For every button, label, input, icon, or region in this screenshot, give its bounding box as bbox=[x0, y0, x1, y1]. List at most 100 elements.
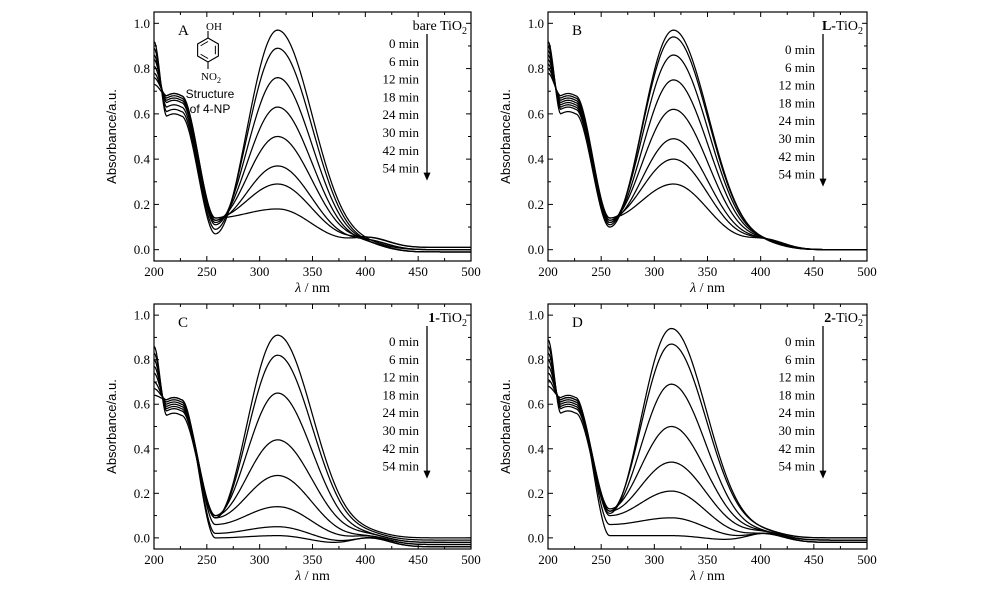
panel-letter: C bbox=[178, 315, 188, 331]
x-tick-label: 450 bbox=[408, 264, 428, 279]
y-axis-label: Absorbance/a.u. bbox=[498, 89, 513, 184]
absorbance-curve bbox=[153, 388, 471, 548]
ring-double-bond bbox=[200, 41, 209, 47]
x-axis-label-unit: / nm bbox=[696, 281, 725, 296]
time-label: 0 min bbox=[389, 334, 419, 349]
x-axis-label-symbol: λ bbox=[689, 569, 696, 584]
x-tick-label: 300 bbox=[645, 264, 665, 279]
absorbance-curve bbox=[547, 327, 867, 539]
catalyst-name: TiO bbox=[440, 19, 462, 34]
y-tick-label: 0.6 bbox=[134, 397, 151, 412]
y-tick-label: 0.8 bbox=[528, 61, 544, 76]
x-axis-label-unit: / nm bbox=[696, 569, 725, 584]
y-tick-label: 0.8 bbox=[528, 352, 544, 367]
x-tick-label: 200 bbox=[144, 552, 164, 567]
x-tick-label: 350 bbox=[303, 552, 323, 567]
y-tick-label: 0.2 bbox=[134, 486, 150, 501]
structure-caption-line: Structure bbox=[186, 87, 235, 101]
x-tick-label: 200 bbox=[144, 264, 164, 279]
time-label: 54 min bbox=[779, 459, 816, 474]
time-label: 12 min bbox=[779, 370, 816, 385]
absorbance-curve bbox=[153, 381, 471, 546]
absorbance-curve bbox=[547, 63, 867, 251]
time-label: 30 min bbox=[779, 423, 816, 438]
y-tick-label: 1.0 bbox=[134, 16, 150, 31]
x-tick-label: 250 bbox=[197, 552, 217, 567]
x-axis-label-unit: / nm bbox=[301, 569, 330, 584]
spectra-group bbox=[153, 334, 471, 548]
time-label: 18 min bbox=[779, 95, 816, 110]
chart-panel-d: 200 250 300 350 400 450 500 0.0 0.2 0.4 0.6 0.8 1.0 λ… bbox=[498, 303, 877, 584]
absorbance-curve bbox=[547, 29, 867, 251]
y-tick-label: 0.6 bbox=[528, 106, 545, 121]
y-tick-label: 0.0 bbox=[528, 530, 544, 545]
chart-panel-b: 200 250 300 350 400 450 500 0.0 0.2 0.4 0.6 0.8 1.0 λ… bbox=[498, 11, 877, 296]
absorbance-curve bbox=[153, 394, 471, 548]
x-axis-label: λ / nm bbox=[689, 281, 725, 296]
absorbance-curve bbox=[547, 72, 867, 251]
y-tick-label: 0.8 bbox=[134, 61, 150, 76]
x-tick-label: 300 bbox=[250, 552, 270, 567]
catalyst-ligand: L- bbox=[822, 19, 836, 34]
x-tick-label: 350 bbox=[698, 552, 718, 567]
x-axis-label-symbol: λ bbox=[294, 569, 301, 584]
absorbance-curve bbox=[547, 379, 867, 543]
y-tick-label: 0.0 bbox=[528, 242, 544, 257]
time-arrow-head bbox=[819, 470, 827, 479]
x-tick-label: 250 bbox=[591, 264, 611, 279]
catalyst-subscript: 2 bbox=[462, 318, 467, 329]
x-axis-label: λ / nm bbox=[689, 569, 725, 584]
time-label: 12 min bbox=[383, 72, 420, 87]
x-axis-label: λ / nm bbox=[294, 281, 330, 296]
absorbance-curve bbox=[153, 359, 471, 543]
y-axis-label: Absorbance/a.u. bbox=[104, 89, 119, 184]
catalyst-label: 2-TiO2 bbox=[824, 311, 863, 329]
x-tick-label: 400 bbox=[751, 552, 771, 567]
x-axis-label-symbol: λ bbox=[294, 281, 301, 296]
catalyst-prefix: bare bbox=[413, 19, 440, 34]
time-label: 18 min bbox=[779, 387, 816, 402]
x-tick-label: 500 bbox=[857, 264, 877, 279]
panel-letter: D bbox=[572, 315, 583, 331]
time-label: 6 min bbox=[785, 60, 815, 75]
time-arrow-head bbox=[819, 178, 827, 187]
y-axis-label: Absorbance/a.u. bbox=[498, 379, 513, 474]
time-label: 24 min bbox=[779, 405, 816, 420]
x-tick-label: 250 bbox=[591, 552, 611, 567]
nitro-group-label: NO2 bbox=[201, 71, 221, 85]
spectra-group bbox=[153, 29, 471, 253]
time-label: 12 min bbox=[779, 78, 816, 93]
time-label: 12 min bbox=[383, 370, 420, 385]
x-tick-label: 400 bbox=[751, 264, 771, 279]
time-label: 24 min bbox=[383, 107, 420, 122]
time-arrow-head bbox=[423, 470, 431, 479]
time-label: 6 min bbox=[389, 54, 419, 69]
chart-panel-a: 200 250 300 350 400 450 500 0.0 0.2 0.4 0.6 0.8 1.0 λ… bbox=[104, 11, 481, 296]
catalyst-subscript: 2 bbox=[858, 26, 863, 37]
y-tick-label: 0.4 bbox=[134, 152, 151, 167]
x-tick-label: 350 bbox=[698, 264, 718, 279]
y-tick-label: 0.2 bbox=[134, 197, 150, 212]
x-tick-label: 350 bbox=[303, 264, 323, 279]
y-axis-label: Absorbance/a.u. bbox=[104, 379, 119, 474]
x-tick-label: 200 bbox=[538, 264, 558, 279]
time-label: 30 min bbox=[779, 131, 816, 146]
absorbance-curve bbox=[153, 334, 471, 539]
time-label: 6 min bbox=[785, 352, 815, 367]
absorbance-curve bbox=[153, 54, 471, 253]
absorbance-curve bbox=[547, 385, 867, 543]
time-label: 0 min bbox=[389, 36, 419, 51]
panel-letter: B bbox=[572, 23, 582, 39]
y-tick-label: 0.2 bbox=[528, 486, 544, 501]
catalyst-ligand: 1- bbox=[428, 311, 440, 326]
y-tick-label: 1.0 bbox=[134, 308, 150, 323]
y-tick-label: 0.2 bbox=[528, 197, 544, 212]
absorbance-curve bbox=[547, 68, 867, 251]
time-label: 0 min bbox=[785, 334, 815, 349]
nitrophenol-structure: OH NO2 Structure of 4-NP bbox=[186, 21, 235, 116]
x-axis-label-symbol: λ bbox=[689, 281, 696, 296]
absorbance-curve bbox=[547, 343, 867, 539]
absorbance-curve bbox=[153, 83, 471, 249]
time-label: 24 min bbox=[383, 405, 420, 420]
